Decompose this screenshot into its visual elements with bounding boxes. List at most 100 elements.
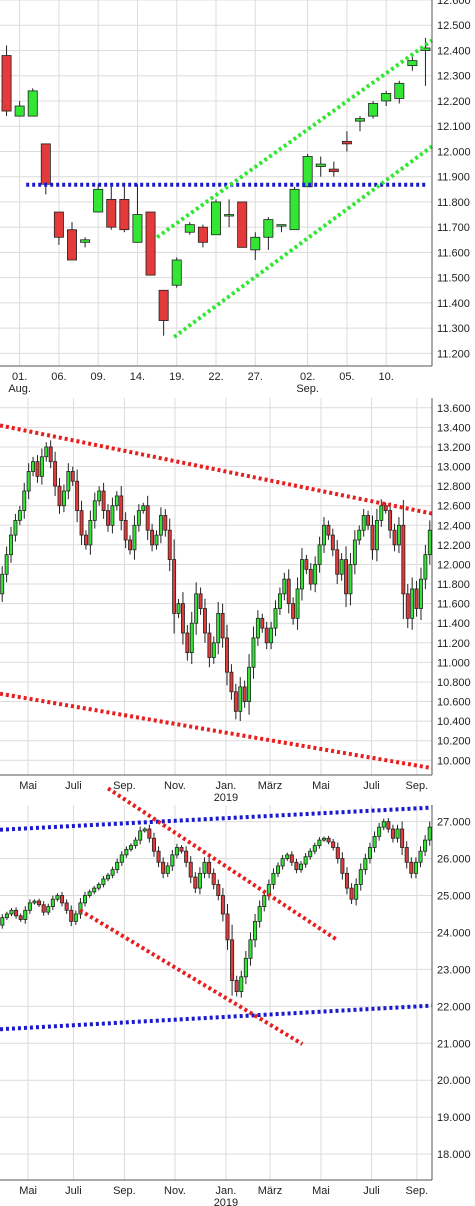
candle-body	[392, 529, 397, 546]
candle-body	[280, 858, 285, 867]
candle-body	[313, 564, 318, 585]
candle-body	[128, 845, 133, 850]
y-tick-label: 13.400	[437, 422, 471, 434]
candle-body	[282, 578, 287, 595]
candle-body	[167, 529, 172, 560]
candle-body	[395, 828, 400, 839]
candle-body	[315, 163, 326, 167]
x-tick-label: Juli	[363, 1185, 380, 1197]
candle-body	[216, 613, 221, 644]
y-tick-label: 12.300	[437, 71, 471, 83]
candle-body	[101, 490, 106, 512]
candle-body	[361, 515, 366, 531]
candle-body	[407, 60, 418, 67]
candle-body	[286, 578, 291, 605]
candle-body	[60, 895, 65, 904]
candle-body	[423, 839, 428, 852]
candle-body	[161, 861, 166, 874]
candle-body	[115, 861, 120, 871]
chart-panel-1: 11.200 11.300 11.400 11.500 11.600 11.700 11.8…	[0, 0, 471, 395]
candle-body	[344, 872, 349, 889]
y-tick-label: 12.000	[437, 559, 471, 571]
candle-body	[405, 593, 410, 619]
candle-body	[317, 839, 322, 847]
x-tick-label: Sep.	[113, 780, 136, 792]
candle-body	[229, 671, 234, 693]
candle-body	[188, 861, 193, 878]
candle-body	[93, 188, 104, 213]
candle-body	[363, 858, 368, 871]
candle-body	[119, 495, 124, 521]
candle-body	[73, 913, 78, 922]
candle-body	[27, 90, 38, 117]
candle-body	[0, 917, 5, 926]
candle-body	[263, 219, 274, 238]
candle-body	[396, 524, 401, 546]
candle-body	[348, 564, 353, 595]
candle-body	[184, 224, 195, 233]
candle-body	[379, 505, 384, 521]
candle-body	[53, 461, 58, 487]
candle-body	[207, 632, 212, 658]
y-tick-label: 19.000	[437, 1112, 471, 1124]
y-tick-label: 26.000	[437, 854, 471, 866]
candle-body	[238, 686, 243, 712]
candle-body	[32, 900, 37, 904]
candle-body	[193, 876, 198, 889]
candle-body	[145, 505, 150, 531]
y-tick-label: 11.600	[437, 599, 470, 611]
candle-body	[300, 559, 304, 590]
candle-body	[330, 534, 335, 551]
candle-body	[257, 906, 262, 922]
y-tick-label: 11.700	[437, 222, 470, 234]
candle-body	[255, 617, 260, 639]
x-tick-label: Juli	[65, 780, 82, 792]
y-tick-label: 11.900	[437, 172, 470, 184]
candle-body	[285, 854, 290, 859]
candle-body	[294, 861, 299, 871]
candle-body	[220, 613, 225, 639]
x-tick-label: Juli	[65, 1185, 82, 1197]
y-tick-label: 12.600	[437, 501, 471, 513]
candle-body	[174, 847, 179, 856]
candle-body	[88, 520, 93, 546]
y-tick-label: 12.400	[437, 45, 471, 57]
candle-body	[355, 118, 365, 122]
candle-body	[145, 211, 156, 276]
trendline-blue	[0, 1003, 433, 1032]
candle-body	[202, 861, 207, 874]
candle-body	[171, 259, 182, 286]
trendline-blue	[0, 805, 433, 832]
candle-body	[386, 821, 391, 830]
candle-body	[189, 622, 194, 653]
candle-body	[110, 869, 115, 876]
candle-body	[328, 168, 339, 173]
candle-body	[220, 895, 225, 915]
candle-body	[237, 201, 248, 248]
x-tick-label: Nov.	[164, 1185, 186, 1197]
candle-body	[326, 837, 331, 843]
candle-body	[304, 559, 309, 570]
candle-body	[423, 554, 428, 580]
candle-body	[289, 854, 294, 863]
candle-body	[326, 524, 331, 536]
candle-body	[114, 495, 119, 507]
trendline-green	[155, 38, 434, 239]
x-tick-label: Mai	[19, 1185, 37, 1197]
candle-body	[39, 456, 44, 477]
x-tick-sublabel: 2019	[214, 1197, 238, 1206]
candle-body	[302, 156, 313, 188]
candle-body	[354, 884, 359, 900]
candle-body	[357, 529, 362, 541]
y-tick-label: 11.200	[437, 638, 470, 650]
y-tick-label: 12.800	[437, 481, 471, 493]
chart-panel-3: 18.000 19.000 20.000 21.000 22.000 23.000 24.0…	[0, 786, 471, 1206]
candle-body	[230, 939, 235, 981]
candle-body	[372, 836, 377, 848]
y-tick-label: 12.000	[437, 146, 471, 158]
candle-body	[48, 446, 53, 463]
candle-body	[119, 199, 130, 231]
candle-body	[273, 608, 278, 629]
candle-body	[224, 214, 235, 217]
